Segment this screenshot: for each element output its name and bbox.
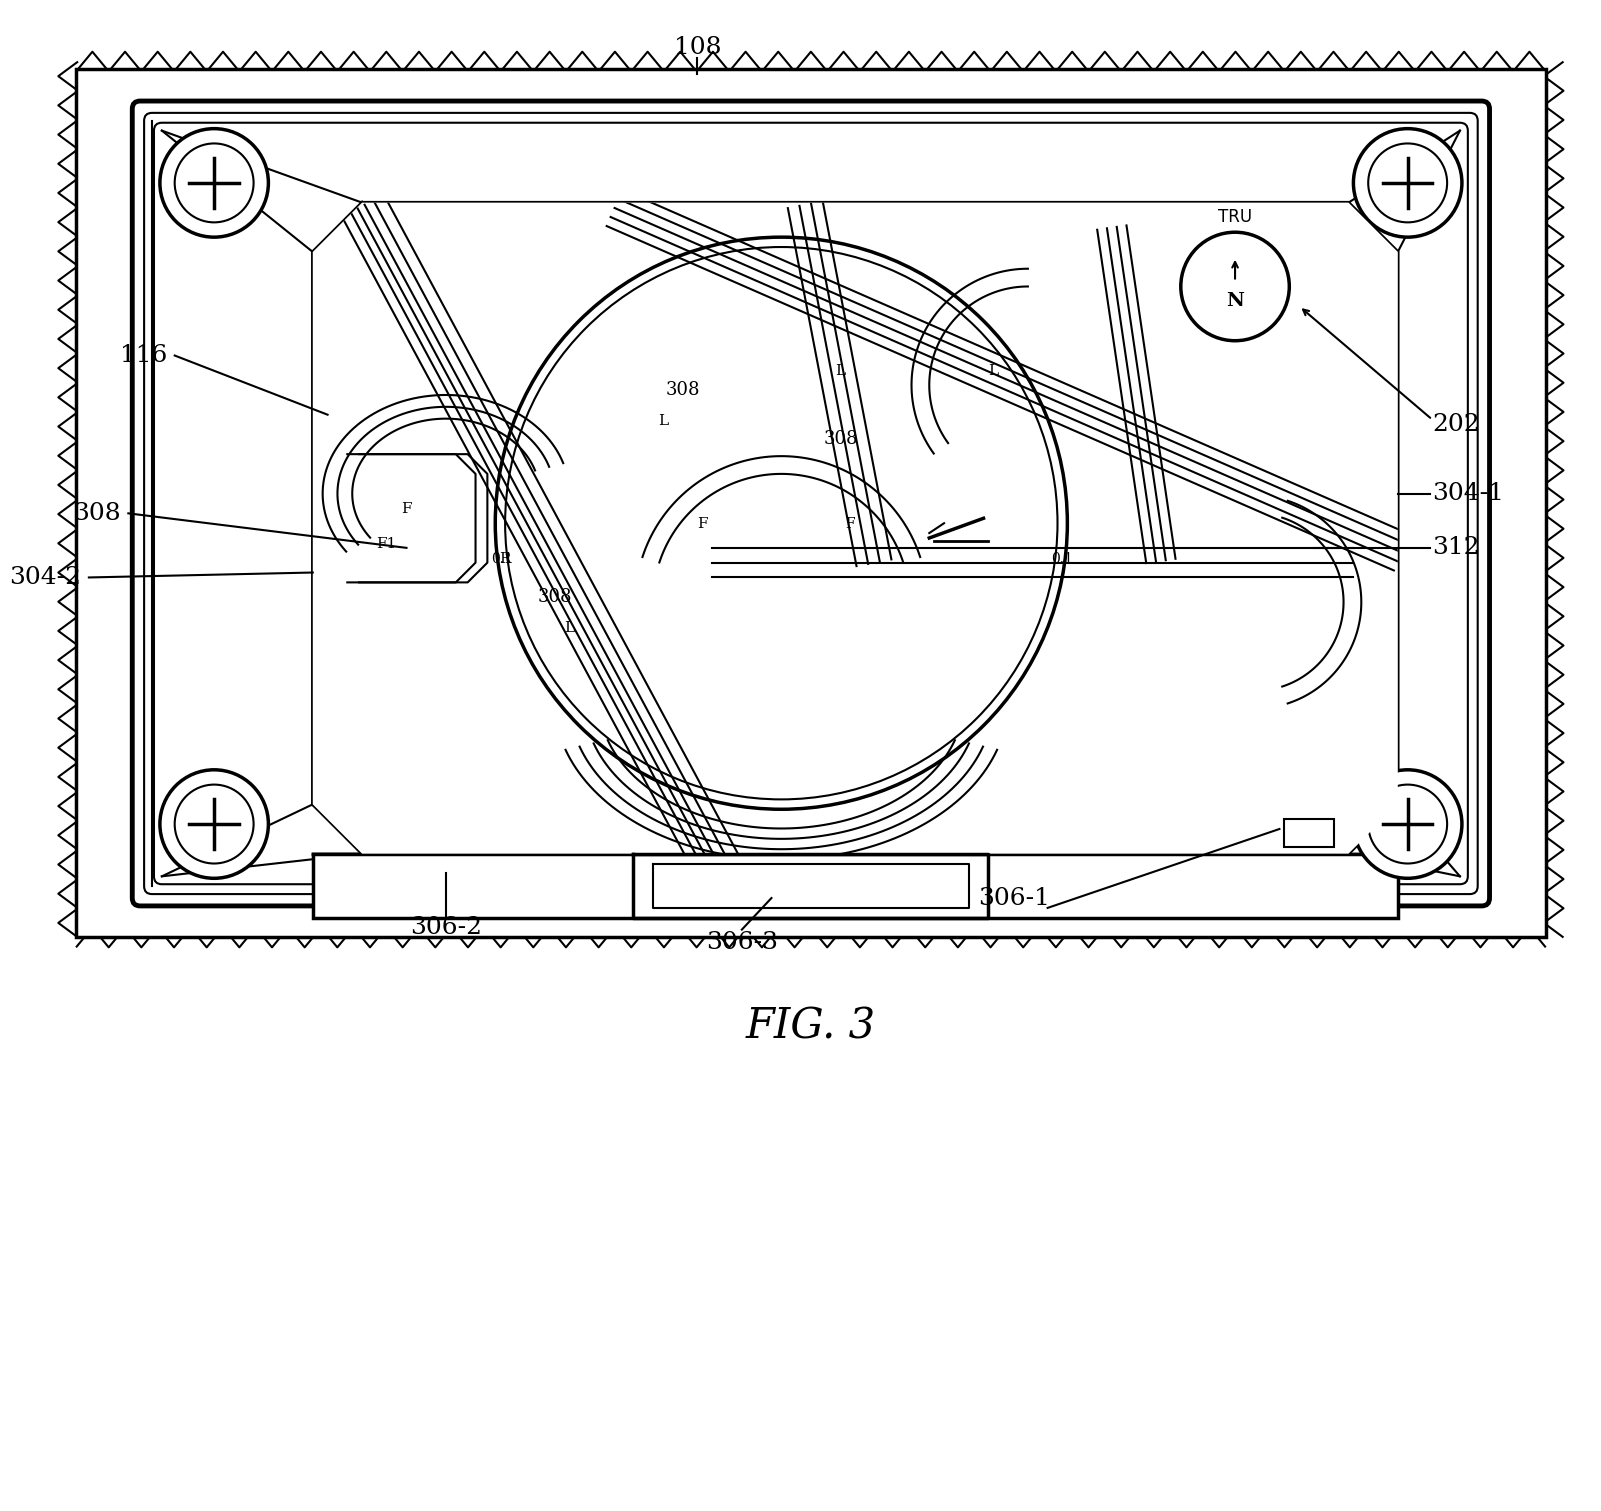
Text: L: L	[658, 414, 668, 428]
Text: FIG. 3: FIG. 3	[746, 1005, 876, 1047]
Bar	[77, 70, 1545, 937]
FancyBboxPatch shape	[144, 113, 1478, 895]
Circle shape	[160, 769, 269, 878]
Text: 0.1: 0.1	[492, 552, 512, 565]
Text: 0.1: 0.1	[1052, 552, 1073, 565]
Text: L: L	[836, 364, 845, 378]
Text: F: F	[845, 517, 855, 532]
Text: 312: 312	[1433, 536, 1479, 559]
Bar	[312, 854, 1398, 917]
Text: 306-1: 306-1	[978, 887, 1050, 910]
Text: 308: 308	[72, 502, 120, 524]
Circle shape	[1369, 784, 1447, 863]
Text: 306-2: 306-2	[410, 916, 482, 940]
Text: 304-1: 304-1	[1433, 482, 1505, 505]
Circle shape	[1353, 769, 1462, 878]
Text: 116: 116	[120, 345, 168, 367]
Circle shape	[1353, 128, 1462, 237]
Text: 304-2: 304-2	[10, 567, 82, 589]
Circle shape	[1369, 144, 1447, 222]
Text: N: N	[1226, 292, 1244, 310]
Polygon shape	[312, 202, 1398, 854]
Text: F: F	[696, 517, 708, 532]
Text: 202: 202	[1433, 413, 1479, 437]
Circle shape	[175, 144, 253, 222]
Bar	[1284, 819, 1334, 846]
Text: 308: 308	[823, 431, 858, 449]
Circle shape	[1182, 233, 1289, 340]
Text: L: L	[988, 364, 999, 378]
FancyBboxPatch shape	[154, 122, 1468, 884]
Text: 306-3: 306-3	[706, 931, 778, 953]
FancyBboxPatch shape	[133, 101, 1489, 907]
Text: 308: 308	[538, 588, 572, 606]
Circle shape	[160, 128, 269, 237]
Text: 108: 108	[674, 36, 720, 59]
Circle shape	[175, 784, 253, 863]
Text: F: F	[402, 502, 411, 517]
Text: R: R	[500, 552, 511, 565]
Text: TRU: TRU	[1218, 209, 1252, 227]
Text: F1: F1	[376, 536, 397, 552]
Text: 308: 308	[666, 381, 700, 399]
Text: L: L	[564, 621, 575, 635]
